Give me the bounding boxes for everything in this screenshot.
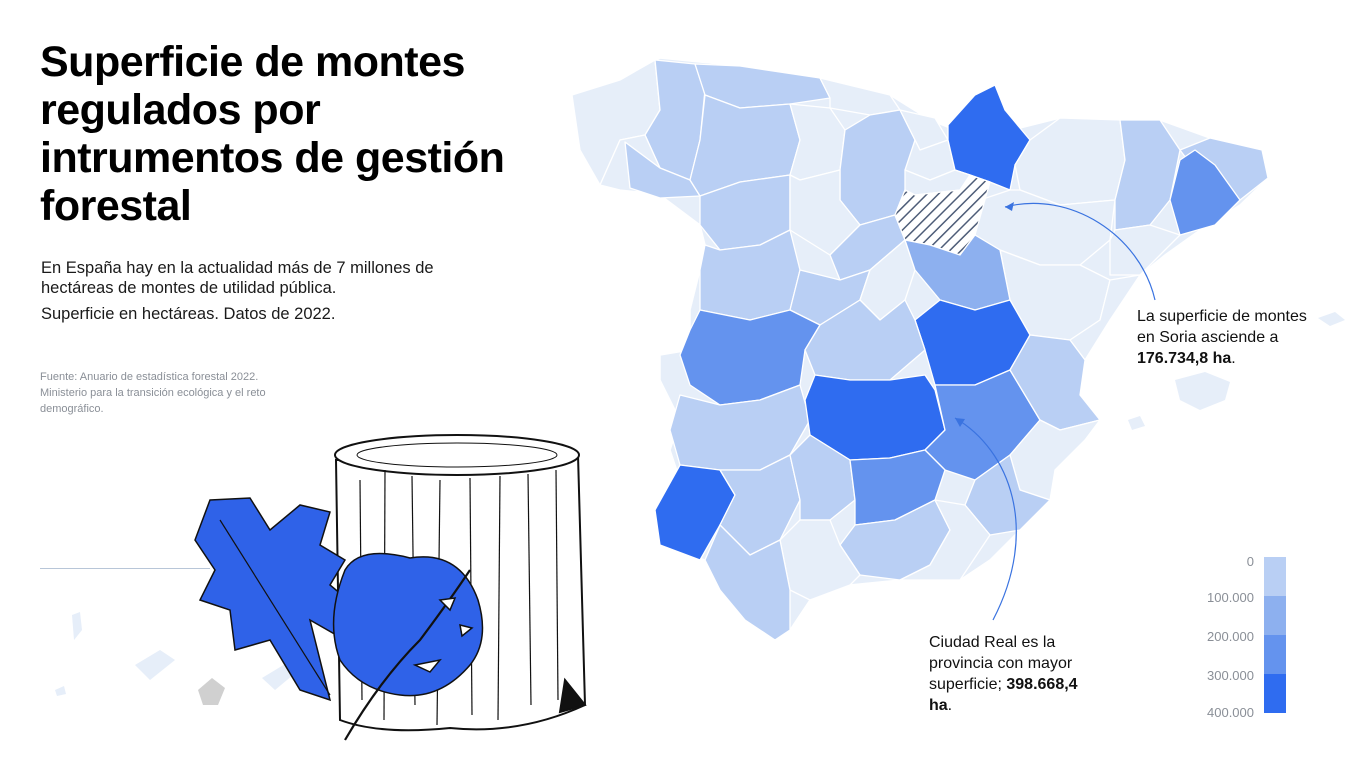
leaf-left-illustration	[194, 497, 361, 702]
annotation-soria-suffix: .	[1231, 350, 1236, 367]
annotation-soria: La superficie de montes en Soria asciend…	[1137, 306, 1307, 369]
legend-swatch	[1264, 674, 1286, 713]
legend-swatch	[1264, 557, 1286, 596]
province-guadalajara	[904, 234, 1011, 311]
annotation-ciudad-real-text: Ciudad Real es la provincia con mayor su…	[929, 634, 1073, 693]
legend-swatch	[1264, 596, 1286, 635]
legend-label: 300.000	[1207, 668, 1254, 683]
soria-connector-line	[1004, 202, 1156, 301]
annotation-ciudad-real: Ciudad Real es la provincia con mayor su…	[929, 632, 1099, 716]
legend-label: 0	[1246, 554, 1254, 569]
ciudad-real-connector-line	[954, 417, 1017, 621]
legend-label: 200.000	[1207, 629, 1254, 644]
soria-arrow-head	[1005, 202, 1014, 211]
island-la-palma	[72, 612, 82, 640]
island-tenerife	[135, 650, 175, 680]
province-tarragona	[1109, 224, 1181, 276]
color-legend: 0 100.000 200.000 300.000 400.000	[1196, 553, 1296, 723]
left-divider-line	[40, 568, 210, 569]
annotation-ciudad-real-suffix: .	[947, 697, 953, 714]
legend-label: 400.000	[1207, 705, 1254, 720]
island-el-hierro	[55, 686, 66, 696]
province-cordoba	[789, 434, 856, 521]
ciudad-real-arrow-head	[955, 418, 965, 427]
island-menorca	[1318, 312, 1345, 326]
annotation-soria-value: 176.734,8 ha	[1137, 350, 1232, 367]
province-cadiz	[704, 524, 791, 641]
legend-label: 100.000	[1207, 590, 1254, 605]
leaf-right-illustration	[332, 552, 484, 741]
island-gran-canaria-grey	[198, 678, 225, 705]
page-subtitle: En España hay en la actualidad más de 7 …	[41, 259, 434, 297]
annotation-soria-text: La superficie de montes en Soria asciend…	[1137, 308, 1307, 346]
source-credit: Fuente: Anuario de estadística forestal …	[40, 371, 266, 415]
province-navarra	[947, 84, 1031, 191]
province-almeria	[899, 499, 991, 581]
province-barcelona	[1169, 149, 1241, 236]
island-mallorca	[1175, 372, 1230, 410]
legend-swatch	[1264, 635, 1286, 674]
page-title: Superficie de montes regulados por intru…	[40, 38, 505, 230]
province-valladolid	[789, 169, 861, 256]
annotation-ciudad-real-value: 398.668,4 ha	[929, 676, 1078, 714]
island-ibiza	[1128, 416, 1145, 430]
province-malaga	[779, 519, 861, 601]
data-note: Superficie en hectáreas. Datos de 2022.	[41, 305, 336, 323]
